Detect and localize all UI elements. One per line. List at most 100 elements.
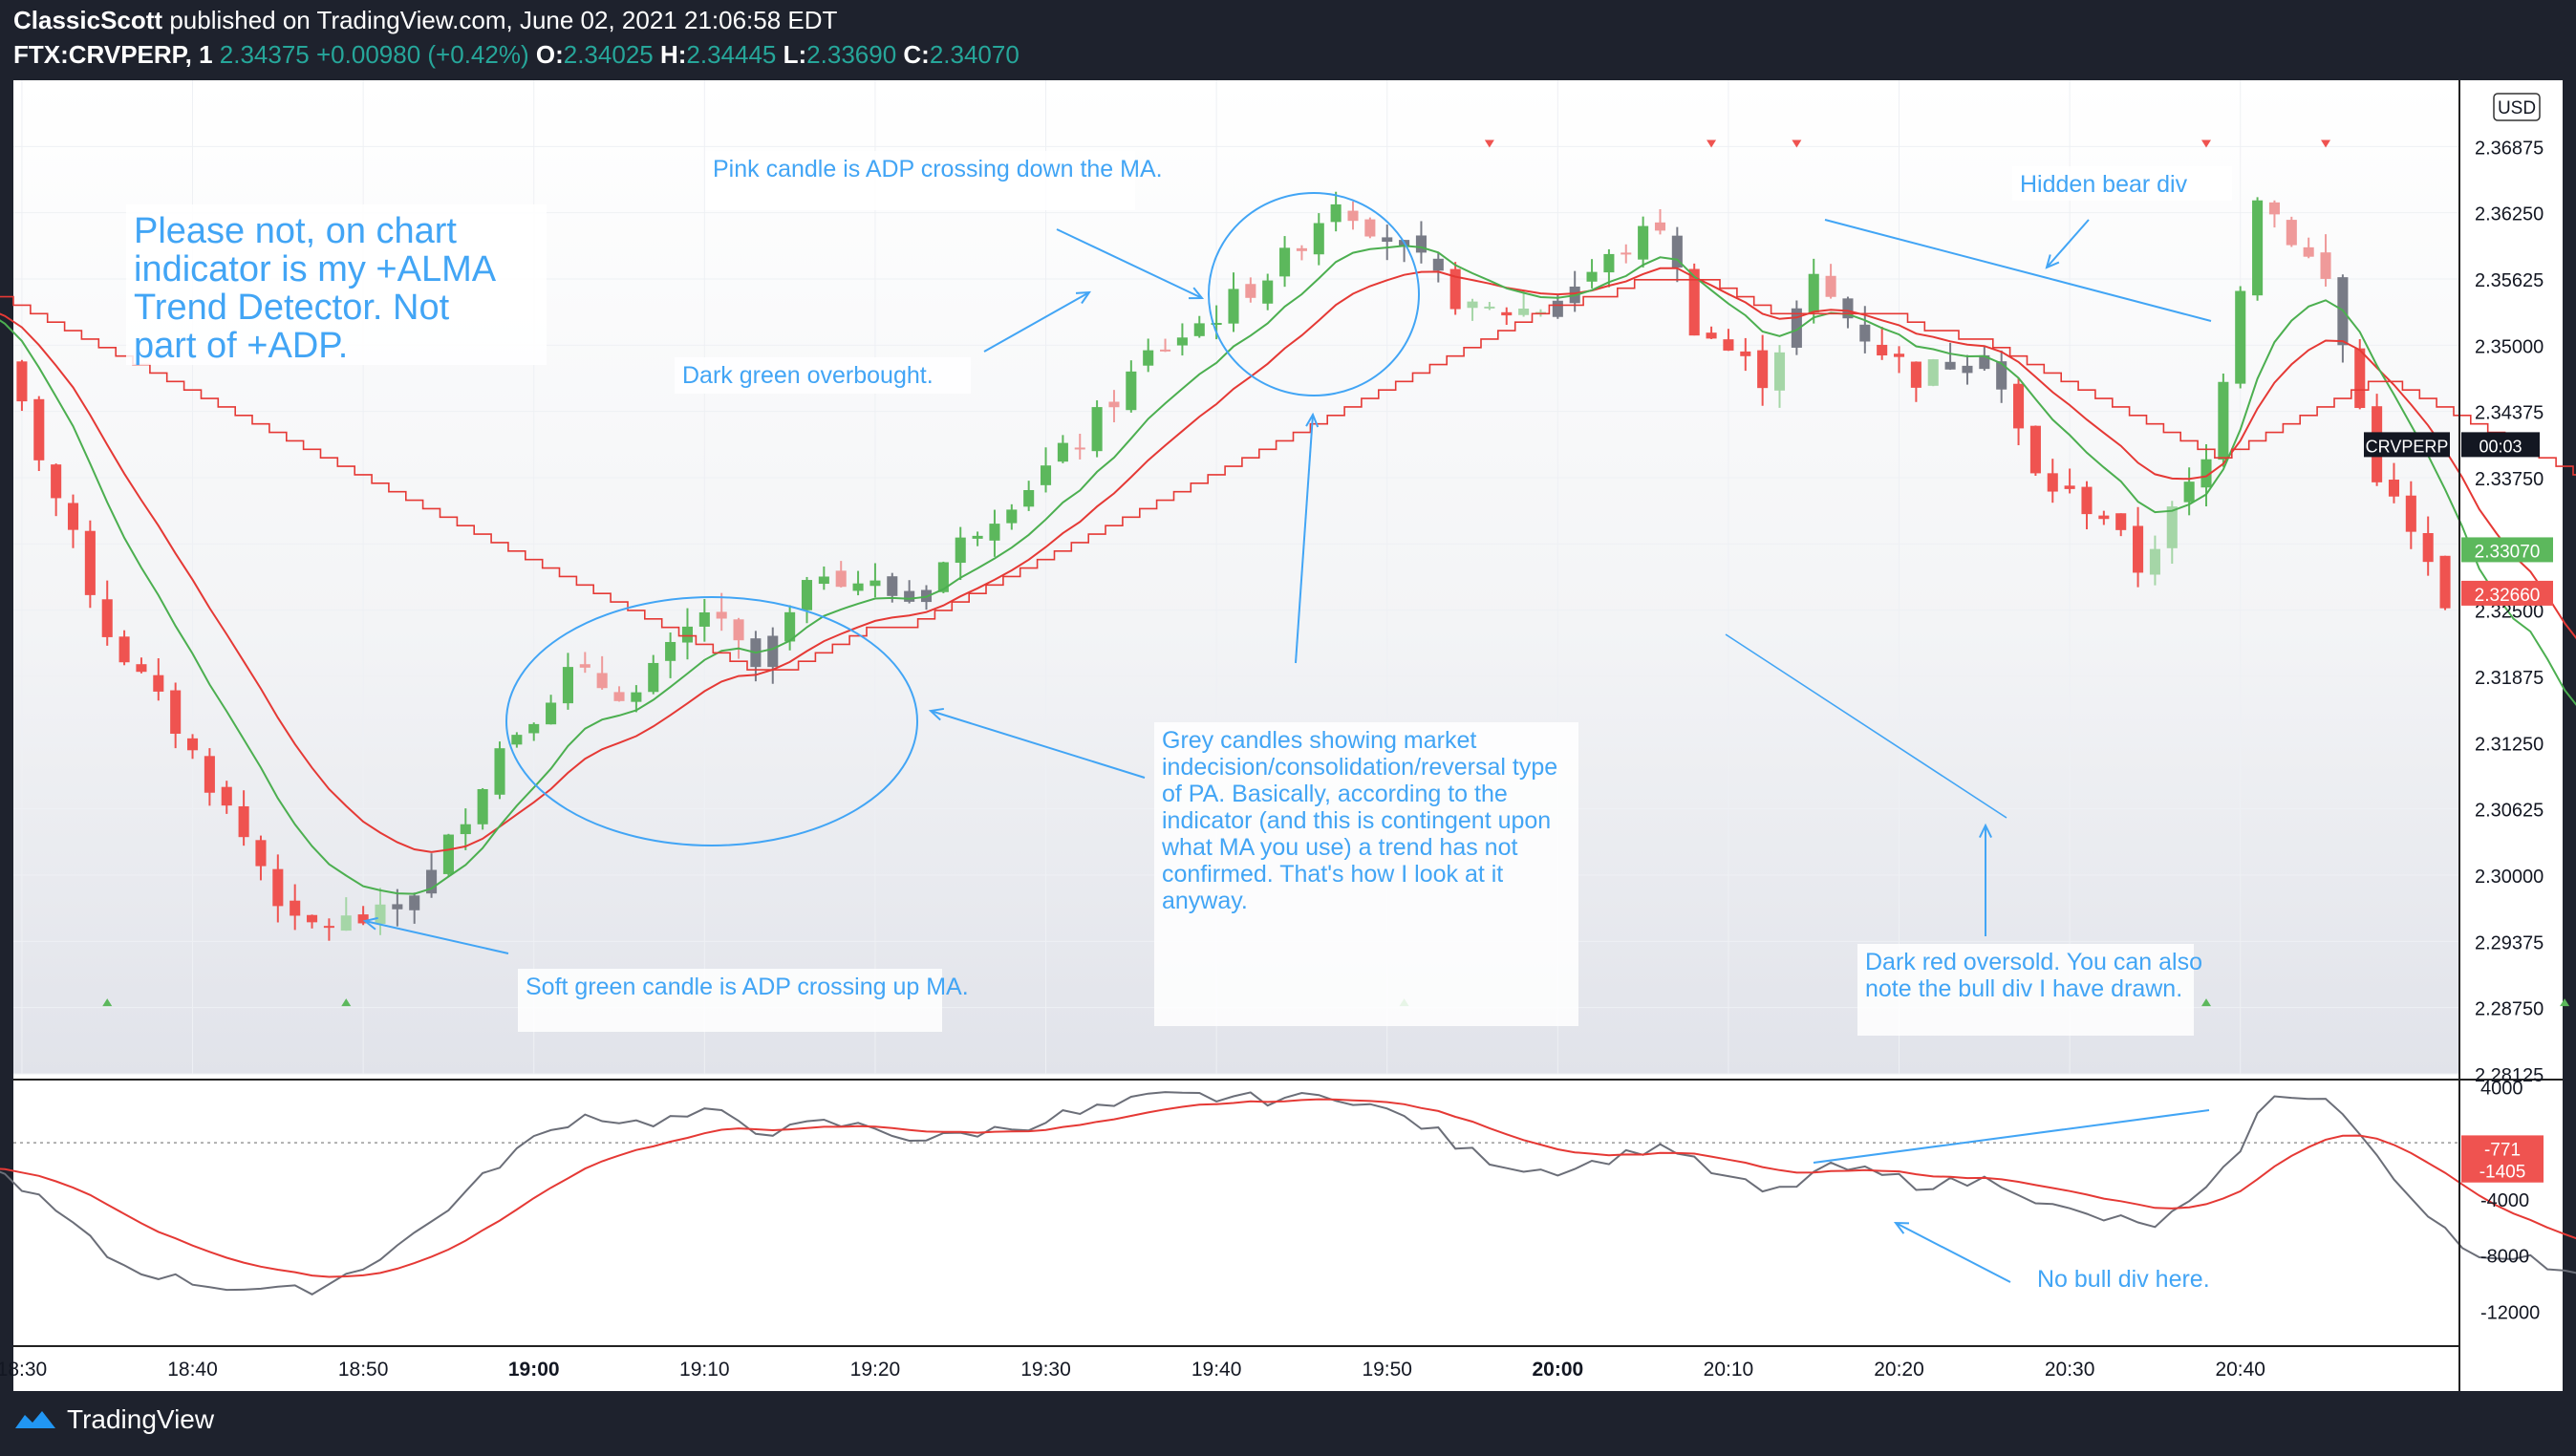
candle[interactable] bbox=[784, 611, 796, 642]
note-pink-candle[interactable]: Pink candle is ADP crossing down the MA. bbox=[705, 151, 1163, 210]
symbol-label[interactable]: FTX:CRVPERP, 1 bbox=[13, 40, 213, 69]
candle[interactable] bbox=[1484, 306, 1495, 309]
candle[interactable] bbox=[255, 840, 267, 867]
candle[interactable] bbox=[204, 756, 215, 793]
candle[interactable] bbox=[2098, 515, 2110, 520]
candle[interactable] bbox=[852, 583, 864, 591]
candle[interactable] bbox=[84, 530, 96, 595]
candle[interactable] bbox=[1245, 284, 1256, 298]
candle[interactable] bbox=[1671, 235, 1683, 268]
candle[interactable] bbox=[221, 786, 232, 806]
candle[interactable] bbox=[2200, 459, 2212, 488]
candle[interactable] bbox=[1057, 442, 1068, 462]
candle[interactable] bbox=[681, 626, 694, 643]
candle[interactable] bbox=[1296, 247, 1307, 251]
candle[interactable] bbox=[307, 914, 318, 923]
candle[interactable] bbox=[426, 869, 438, 894]
candle[interactable] bbox=[1040, 465, 1052, 485]
candle[interactable] bbox=[2268, 202, 2280, 215]
candle[interactable] bbox=[1723, 339, 1734, 351]
candle[interactable] bbox=[1791, 308, 1802, 348]
candle[interactable] bbox=[1893, 353, 1905, 357]
candle[interactable] bbox=[2235, 290, 2246, 384]
candle[interactable] bbox=[2218, 381, 2229, 460]
candle[interactable] bbox=[1859, 324, 1871, 342]
candle[interactable] bbox=[1638, 225, 1649, 260]
note-no-bull-div[interactable]: No bull div here. bbox=[2029, 1261, 2280, 1297]
candle[interactable] bbox=[460, 824, 471, 835]
candle[interactable] bbox=[170, 690, 182, 735]
candle[interactable] bbox=[579, 664, 590, 668]
candle[interactable] bbox=[1962, 365, 1973, 374]
candle[interactable] bbox=[2320, 252, 2331, 279]
candle[interactable] bbox=[2252, 200, 2264, 296]
candle[interactable] bbox=[1006, 509, 1018, 524]
candle[interactable] bbox=[409, 895, 420, 910]
candle[interactable] bbox=[733, 619, 744, 641]
candle[interactable] bbox=[67, 503, 79, 530]
candle[interactable] bbox=[290, 900, 301, 916]
candle[interactable] bbox=[1586, 271, 1598, 282]
candle[interactable] bbox=[1979, 354, 1990, 370]
chart-canvas[interactable]: 2.36875 2.36250 2.35625 2.35000 2.34375 2.337… bbox=[0, 80, 2576, 1399]
candle[interactable] bbox=[972, 535, 983, 539]
candle[interactable] bbox=[51, 464, 62, 499]
candle[interactable] bbox=[631, 692, 642, 702]
candle[interactable] bbox=[2149, 548, 2160, 575]
candle[interactable] bbox=[698, 612, 710, 627]
candle[interactable] bbox=[1944, 361, 1956, 370]
candle[interactable] bbox=[16, 361, 28, 402]
candle[interactable] bbox=[596, 673, 608, 689]
candle[interactable] bbox=[2115, 513, 2127, 530]
candle[interactable] bbox=[1757, 350, 1769, 389]
candle[interactable] bbox=[937, 562, 949, 592]
candle[interactable] bbox=[767, 635, 779, 668]
candle[interactable] bbox=[818, 576, 829, 585]
oscillator-pane[interactable] bbox=[0, 1056, 2576, 1295]
candle[interactable] bbox=[101, 599, 113, 637]
currency-badge[interactable] bbox=[2493, 93, 2541, 121]
candle[interactable] bbox=[1467, 301, 1478, 309]
candle[interactable] bbox=[2064, 485, 2075, 489]
candle[interactable] bbox=[1228, 289, 1239, 324]
candle[interactable] bbox=[904, 590, 915, 602]
candle[interactable] bbox=[2166, 506, 2178, 548]
candle[interactable] bbox=[1126, 371, 1137, 411]
candle[interactable] bbox=[2081, 486, 2093, 515]
candle[interactable] bbox=[1501, 311, 1513, 316]
candle[interactable] bbox=[1825, 275, 1836, 297]
candle[interactable] bbox=[1330, 203, 1342, 223]
candle[interactable] bbox=[1621, 252, 1632, 255]
candle[interactable] bbox=[1842, 298, 1854, 319]
candle[interactable] bbox=[835, 570, 847, 588]
candle[interactable] bbox=[1279, 247, 1291, 277]
candle[interactable] bbox=[562, 667, 573, 704]
candle[interactable] bbox=[1347, 210, 1359, 222]
candle[interactable] bbox=[136, 664, 147, 673]
candle[interactable] bbox=[1706, 332, 1717, 339]
candle[interactable] bbox=[2013, 383, 2025, 429]
candle[interactable] bbox=[323, 926, 334, 929]
candle[interactable] bbox=[989, 524, 1000, 541]
candle[interactable] bbox=[238, 805, 249, 838]
candle[interactable] bbox=[1074, 447, 1085, 450]
candle[interactable] bbox=[665, 641, 676, 661]
candle[interactable] bbox=[2303, 246, 2314, 257]
candle[interactable] bbox=[1449, 268, 1461, 310]
candle[interactable] bbox=[1996, 361, 2007, 390]
candle[interactable] bbox=[1160, 349, 1171, 352]
candle[interactable] bbox=[2029, 425, 2041, 474]
candle[interactable] bbox=[1877, 344, 1888, 356]
candle[interactable] bbox=[511, 735, 523, 745]
candle[interactable] bbox=[1740, 351, 1751, 356]
candle[interactable] bbox=[442, 834, 454, 874]
candle[interactable] bbox=[1603, 253, 1615, 273]
candle[interactable] bbox=[2183, 482, 2195, 503]
candle[interactable] bbox=[392, 904, 403, 910]
candle[interactable] bbox=[1432, 258, 1444, 271]
candle[interactable] bbox=[1108, 401, 1120, 408]
candle[interactable] bbox=[1415, 235, 1427, 253]
candle[interactable] bbox=[716, 611, 727, 619]
candle[interactable] bbox=[1364, 219, 1376, 237]
